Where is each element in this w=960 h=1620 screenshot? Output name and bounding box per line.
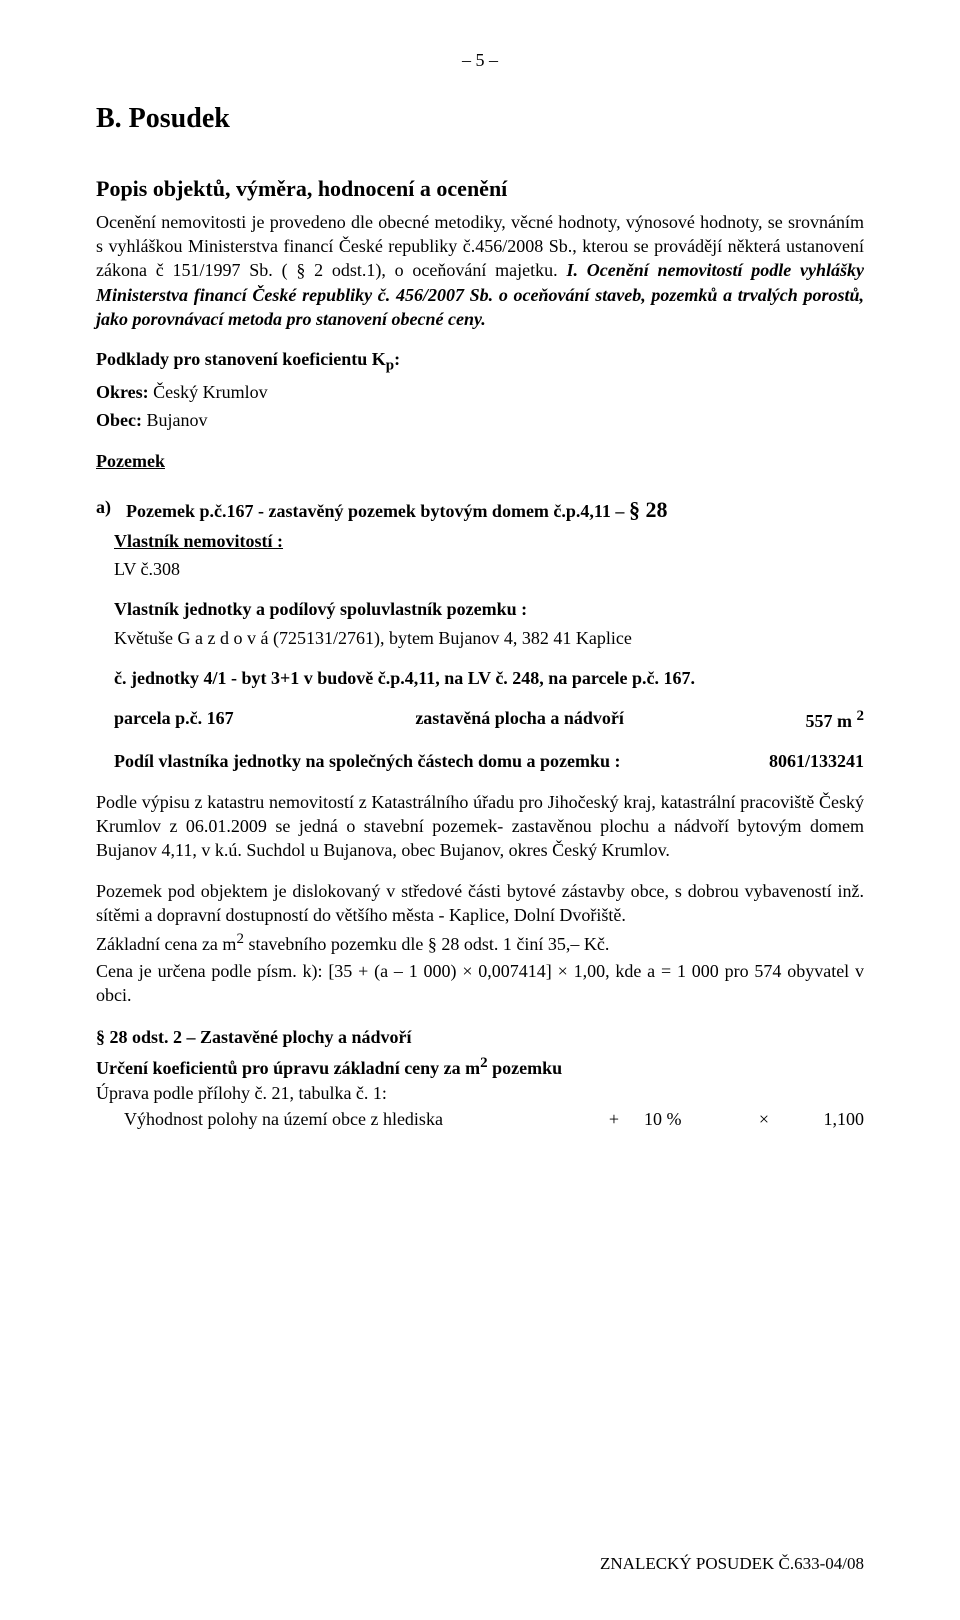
podil-row: Podíl vlastníka jednotky na společných č… bbox=[96, 749, 864, 773]
uprava-line: Úprava podle přílohy č. 21, tabulka č. 1… bbox=[96, 1081, 864, 1105]
parcela-row: parcela p.č. 167 zastavěná plocha a nádv… bbox=[96, 706, 864, 733]
obec-value: Bujanov bbox=[146, 410, 207, 430]
main-title: B. Posudek bbox=[96, 100, 864, 138]
podil-value: 8061/133241 bbox=[769, 749, 864, 773]
pozemek-heading: Pozemek bbox=[96, 449, 864, 473]
item-a-paragraph: § 28 bbox=[629, 497, 668, 522]
body-para-3-sup: 2 bbox=[236, 931, 244, 947]
body-para-3: Základní cena za m2 stavebního pozemku d… bbox=[96, 929, 864, 956]
body-para-3a: Základní cena za m bbox=[96, 934, 236, 954]
parcela-col1: parcela p.č. 167 bbox=[114, 706, 234, 733]
vlastnik-line: Květuše G a z d o v á (725131/2761), byt… bbox=[96, 626, 864, 650]
podklady-heading-text: Podklady pro stanovení koeficientu K bbox=[96, 349, 386, 369]
koef-x: × bbox=[744, 1107, 784, 1131]
okres-label: Okres: bbox=[96, 382, 149, 402]
parcela-col3-val: 557 m bbox=[806, 711, 853, 731]
okres-line: Okres: Český Krumlov bbox=[96, 380, 864, 404]
podklady-heading: Podklady pro stanovení koeficientu Kp: bbox=[96, 347, 864, 376]
intro-paragraph: Ocenění nemovitosti je provedeno dle obe… bbox=[96, 210, 864, 331]
urceni-heading-sup: 2 bbox=[480, 1055, 488, 1071]
obec-line: Obec: Bujanov bbox=[96, 408, 864, 432]
koef-label: Výhodnost polohy na území obce z hledisk… bbox=[96, 1107, 584, 1131]
parcela-col2: zastavěná plocha a nádvoří bbox=[234, 706, 806, 733]
footer: ZNALECKÝ POSUDEK Č.633-04/08 bbox=[600, 1553, 864, 1576]
urceni-heading-a: Určení koeficientů pro úpravu základní c… bbox=[96, 1058, 480, 1078]
body-para-2: Pozemek pod objektem je dislokovaný v st… bbox=[96, 879, 864, 928]
jednotka-line: č. jednotky 4/1 - byt 3+1 v budově č.p.4… bbox=[96, 666, 864, 690]
lv-line: LV č.308 bbox=[96, 557, 864, 581]
body-para-1: Podle výpisu z katastru nemovitostí z Ka… bbox=[96, 790, 864, 863]
parcela-col3-sup: 2 bbox=[857, 708, 865, 724]
body-para-4: Cena je určena podle písm. k): [35 + (a … bbox=[96, 959, 864, 1008]
vlastnik-heading: Vlastník nemovitostí : bbox=[96, 529, 864, 553]
koef-pct: 10 % bbox=[644, 1107, 744, 1131]
urceni-heading-b: pozemku bbox=[488, 1058, 563, 1078]
item-a-text: Pozemek p.č.167 - zastavěný pozemek byto… bbox=[126, 501, 629, 521]
koef-val: 1,100 bbox=[784, 1107, 864, 1131]
koef-plus: + bbox=[584, 1107, 644, 1131]
podklady-sub: p bbox=[386, 358, 394, 374]
koef-row: Výhodnost polohy na území obce z hledisk… bbox=[96, 1107, 864, 1131]
parcela-col3: 557 m 2 bbox=[806, 706, 865, 733]
s28-heading: § 28 odst. 2 – Zastavěné plochy a nádvoř… bbox=[96, 1025, 864, 1049]
body-para-3b: stavebního pozemku dle § 28 odst. 1 činí… bbox=[244, 934, 609, 954]
obec-label: Obec: bbox=[96, 410, 142, 430]
urceni-heading: Určení koeficientů pro úpravu základní c… bbox=[96, 1053, 864, 1080]
item-a-marker: a) bbox=[96, 495, 126, 525]
vlastnik-jednotky-heading: Vlastník jednotky a podílový spoluvlastn… bbox=[96, 597, 864, 621]
page-number: – 5 – bbox=[96, 48, 864, 72]
podil-label: Podíl vlastníka jednotky na společných č… bbox=[114, 749, 621, 773]
section-heading: Popis objektů, výměra, hodnocení a oceně… bbox=[96, 174, 864, 204]
item-a: a) Pozemek p.č.167 - zastavěný pozemek b… bbox=[96, 495, 864, 525]
okres-value: Český Krumlov bbox=[153, 382, 268, 402]
